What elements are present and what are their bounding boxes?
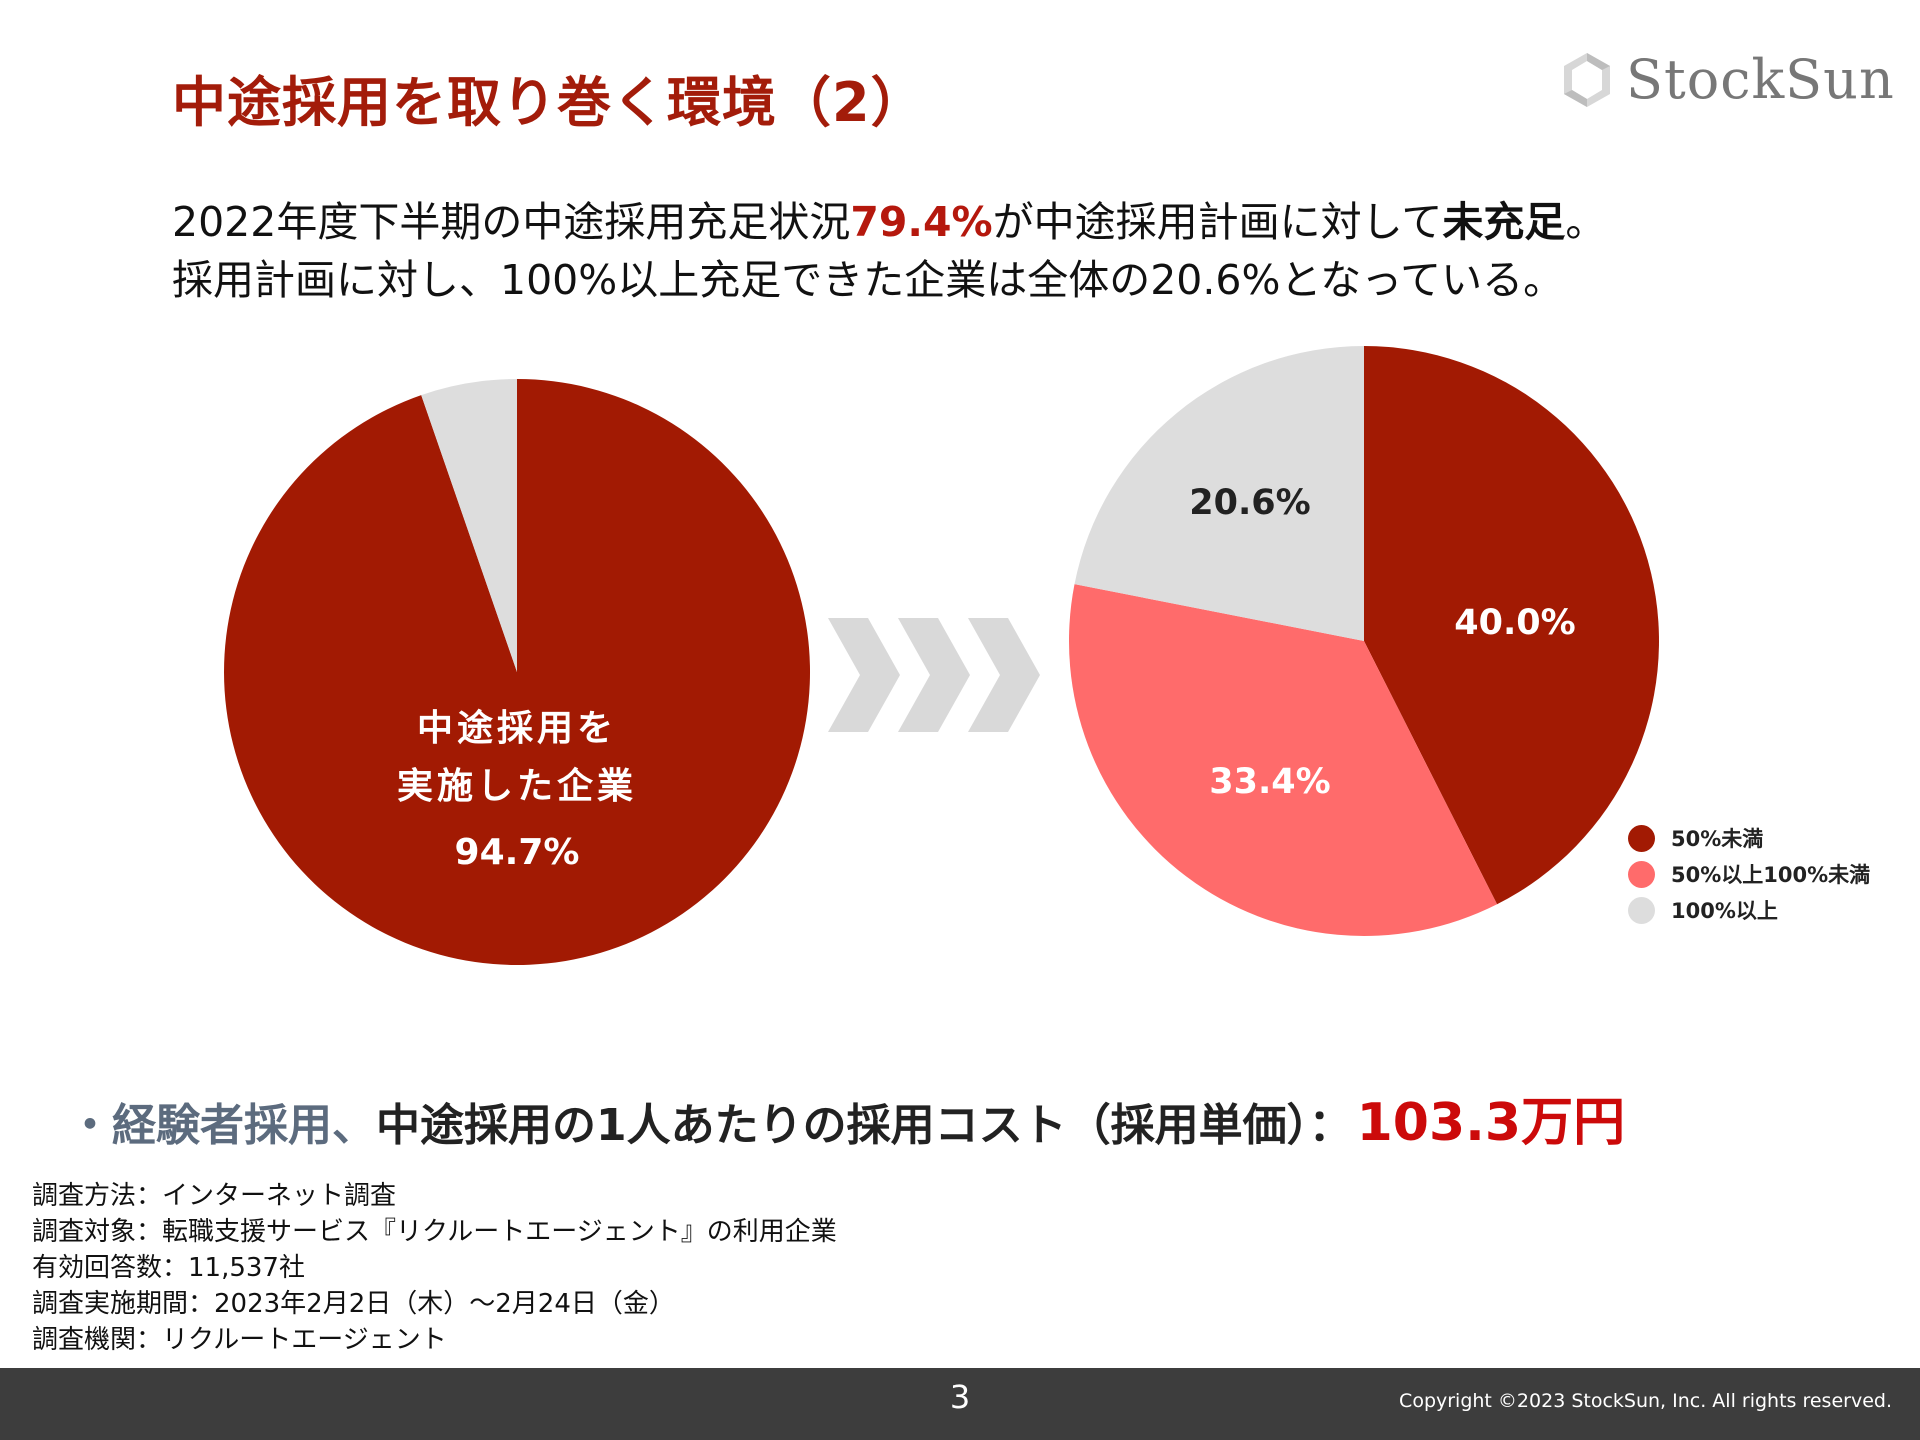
chevron-arrow-3 <box>968 618 1040 732</box>
pie2-label-under-50: 40.0% <box>1454 603 1575 643</box>
chevron-arrows <box>828 618 1040 732</box>
page-number: 3 <box>949 1378 971 1416</box>
lead-bold-unfilled: 未充足 <box>1442 198 1566 246</box>
pie-charts: 中途採用を 実施した企業 94.7% 40.0% 33.4% 20.6% <box>224 346 1659 965</box>
company-logo: StockSun <box>1562 48 1895 111</box>
pie-chart-implementation <box>224 378 811 965</box>
legend-swatch-under-50 <box>1628 824 1655 852</box>
pie1-center-value: 94.7% <box>455 832 580 873</box>
footer-bar: 3 Copyright ©2023 StockSun, Inc. All rig… <box>0 1368 1920 1440</box>
stocksun-logo-icon <box>1564 52 1610 107</box>
pie2-label-over-100: 20.6% <box>1189 483 1310 523</box>
legend-item-50-to-100: 50%以上100%未満 <box>1628 856 1870 892</box>
chart-legend: 50%未満 50%以上100%未満 100%以上 <box>1628 820 1870 928</box>
pie2-slice-3 <box>1074 346 1364 641</box>
cost-lead: 経験者採用、 <box>112 1100 376 1151</box>
legend-swatch-over-100 <box>1628 896 1655 924</box>
note-responses: 有効回答数：11,537社 <box>32 1253 305 1283</box>
copyright: Copyright ©2023 StockSun, Inc. All right… <box>1399 1390 1892 1412</box>
note-method: 調査方法：インターネット調査 <box>32 1181 397 1211</box>
chevron-arrow-1 <box>828 618 900 732</box>
cost-value: 103.3万円 <box>1356 1093 1626 1153</box>
cost-text: 中途採用の1人あたりの採用コスト（採用単価）： <box>376 1100 1353 1151</box>
pie1-center-line-2: 実施した企業 <box>397 765 637 807</box>
lead-line-1-part-b: が中途採用計画に対して <box>992 198 1443 246</box>
legend-swatch-50-to-100 <box>1628 860 1655 888</box>
hiring-cost-line: ・経験者採用、 中途採用の1人あたりの採用コスト（採用単価）： 103.3万円 <box>68 1080 1625 1155</box>
pie1-slice-2 <box>421 379 517 672</box>
pie2-data-labels: 40.0% 33.4% 20.6% <box>1189 483 1575 802</box>
lead-line-2: 採用計画に対し、100%以上充足できた企業は全体の20.6%となっている。 <box>172 256 1565 304</box>
note-period: 調査実施期間：2023年2月2日（木）〜2月24日（金） <box>32 1289 675 1319</box>
page-title: 中途採用を取り巻く環境（2） <box>172 71 926 134</box>
lead-line-1-part-c: 。 <box>1565 198 1607 246</box>
chevron-arrow-2 <box>898 618 970 732</box>
lead-highlight-rate: 79.4% <box>850 198 993 246</box>
pie2-slice-2 <box>1068 584 1498 937</box>
legend-label-50-to-100: 50%以上100%未満 <box>1671 863 1871 887</box>
note-organization: 調査機関：リクルートエージェント <box>32 1325 447 1355</box>
logo-text: StockSun <box>1626 48 1895 111</box>
legend-label-over-100: 100%以上 <box>1671 899 1778 923</box>
note-target: 調査対象：転職支援サービス『リクルートエージェント』の利用企業 <box>32 1217 837 1247</box>
pie2-slice-1 <box>1364 346 1659 905</box>
survey-notes: 調査方法：インターネット調査 調査対象：転職支援サービス『リクルートエージェント… <box>32 1178 837 1358</box>
legend-item-over-100: 100%以上 <box>1628 892 1870 928</box>
pie1-center-line-1: 中途採用を <box>417 707 617 749</box>
cost-bullet: ・ <box>68 1100 112 1151</box>
pie1-slice-1 <box>224 378 811 965</box>
legend-label-under-50: 50%未満 <box>1671 827 1764 851</box>
lead-line-1-part-a: 2022年度下半期の中途採用充足状況 <box>172 198 851 246</box>
pie2-label-50-to-100: 33.4% <box>1209 762 1330 802</box>
lead-line-1: 2022年度下半期の中途採用充足状況79.4%が中途採用計画に対して未充足。 <box>172 188 1606 248</box>
pie1-center-label: 中途採用を 実施した企業 94.7% <box>397 707 637 873</box>
legend-item-under-50: 50%未満 <box>1628 820 1870 856</box>
pie-chart-fulfillment <box>1068 346 1659 937</box>
